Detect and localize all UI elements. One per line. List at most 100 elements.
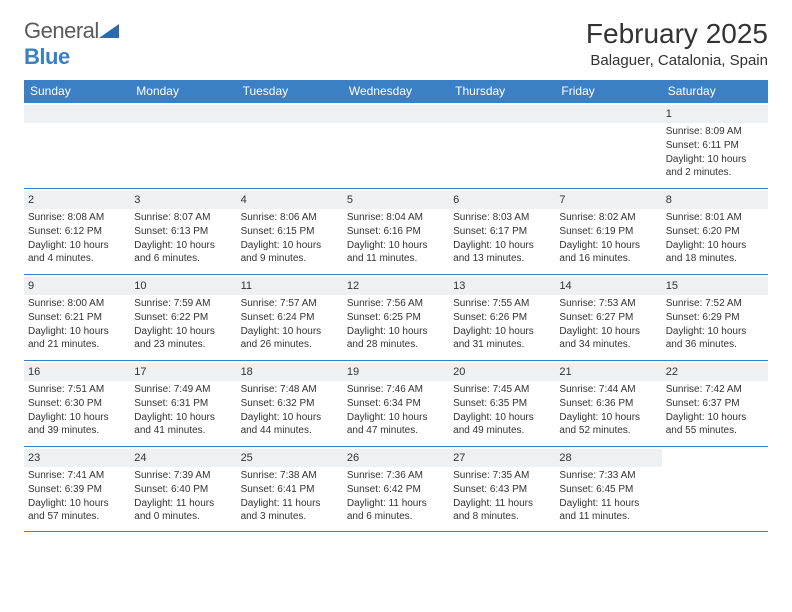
- calendar-cell: 21Sunrise: 7:44 AMSunset: 6:36 PMDayligh…: [555, 360, 661, 446]
- calendar-cell: 12Sunrise: 7:56 AMSunset: 6:25 PMDayligh…: [343, 274, 449, 360]
- sunset-line: Sunset: 6:22 PM: [134, 311, 232, 324]
- logo-word2: Blue: [24, 44, 70, 69]
- sunrise-line: Sunrise: 8:00 AM: [28, 297, 126, 310]
- daylight-line: Daylight: 10 hours and 16 minutes.: [559, 239, 657, 265]
- daylight-line: Daylight: 10 hours and 21 minutes.: [28, 325, 126, 351]
- sunrise-line: Sunrise: 8:01 AM: [666, 211, 764, 224]
- calendar-cell: [343, 102, 449, 188]
- sunrise-line: Sunrise: 8:04 AM: [347, 211, 445, 224]
- sunrise-line: Sunrise: 8:09 AM: [666, 125, 764, 138]
- sunrise-line: Sunrise: 7:59 AM: [134, 297, 232, 310]
- sunrise-line: Sunrise: 7:35 AM: [453, 469, 551, 482]
- calendar-cell: 20Sunrise: 7:45 AMSunset: 6:35 PMDayligh…: [449, 360, 555, 446]
- sunrise-line: Sunrise: 8:03 AM: [453, 211, 551, 224]
- calendar-header-row: SundayMondayTuesdayWednesdayThursdayFrid…: [24, 80, 768, 102]
- calendar-cell: 19Sunrise: 7:46 AMSunset: 6:34 PMDayligh…: [343, 360, 449, 446]
- calendar-cell: 9Sunrise: 8:00 AMSunset: 6:21 PMDaylight…: [24, 274, 130, 360]
- day-number: 21: [555, 363, 661, 381]
- day-number: 4: [237, 191, 343, 209]
- calendar-cell: 25Sunrise: 7:38 AMSunset: 6:41 PMDayligh…: [237, 446, 343, 532]
- calendar-cell: 7Sunrise: 8:02 AMSunset: 6:19 PMDaylight…: [555, 188, 661, 274]
- sunset-line: Sunset: 6:42 PM: [347, 483, 445, 496]
- sunset-line: Sunset: 6:37 PM: [666, 397, 764, 410]
- sunset-line: Sunset: 6:15 PM: [241, 225, 339, 238]
- weekday-header: Friday: [555, 80, 661, 102]
- calendar-body: 1 Sunrise: 8:09 AMSunset: 6:11 PM Daylight…: [24, 102, 768, 532]
- day-number: 27: [449, 449, 555, 467]
- day-number: 20: [449, 363, 555, 381]
- title-block: February 2025 Balaguer, Catalonia, Spain: [586, 18, 768, 69]
- daylight-line: Daylight: 10 hours and 28 minutes.: [347, 325, 445, 351]
- calendar-cell: 23Sunrise: 7:41 AMSunset: 6:39 PMDayligh…: [24, 446, 130, 532]
- day-number: 1: [662, 105, 768, 123]
- day-number-empty: [24, 105, 130, 123]
- sunset-line: Sunset: 6:45 PM: [559, 483, 657, 496]
- daylight-line: Daylight: 11 hours and 6 minutes.: [347, 497, 445, 523]
- day-number: 3: [130, 191, 236, 209]
- sunset-line: Sunset: 6:35 PM: [453, 397, 551, 410]
- sunrise-line: Sunrise: 8:08 AM: [28, 211, 126, 224]
- calendar-cell: [555, 102, 661, 188]
- sunset-line: Sunset: 6:17 PM: [453, 225, 551, 238]
- calendar-cell: 16Sunrise: 7:51 AMSunset: 6:30 PMDayligh…: [24, 360, 130, 446]
- calendar-cell: 2Sunrise: 8:08 AMSunset: 6:12 PMDaylight…: [24, 188, 130, 274]
- sunrise-line: Sunrise: 8:06 AM: [241, 211, 339, 224]
- sunset-line: Sunset: 6:43 PM: [453, 483, 551, 496]
- day-number: 12: [343, 277, 449, 295]
- sunrise-line: Sunrise: 7:33 AM: [559, 469, 657, 482]
- daylight-line: Daylight: 10 hours and 55 minutes.: [666, 411, 764, 437]
- sunrise-line: Sunrise: 7:57 AM: [241, 297, 339, 310]
- sunset-line: Sunset: 6:40 PM: [134, 483, 232, 496]
- sunrise-line: Sunrise: 7:52 AM: [666, 297, 764, 310]
- daylight-line: Daylight: 10 hours and 31 minutes.: [453, 325, 551, 351]
- weekday-header: Saturday: [662, 80, 768, 102]
- sunset-line: Sunset: 6:13 PM: [134, 225, 232, 238]
- daylight-line: Daylight: 10 hours and 41 minutes.: [134, 411, 232, 437]
- day-number: 8: [662, 191, 768, 209]
- weekday-header: Monday: [130, 80, 236, 102]
- sunrise-line: Sunrise: 7:36 AM: [347, 469, 445, 482]
- calendar-cell: [662, 446, 768, 532]
- calendar-cell: 8 Sunrise: 8:01 AMSunset: 6:20 PMDaylight…: [662, 188, 768, 274]
- day-number-empty: [343, 105, 449, 123]
- sunrise-line: Sunrise: 7:48 AM: [241, 383, 339, 396]
- calendar-cell: 4Sunrise: 8:06 AMSunset: 6:15 PMDaylight…: [237, 188, 343, 274]
- location: Balaguer, Catalonia, Spain: [586, 52, 768, 69]
- logo-text: General Blue: [24, 18, 119, 70]
- sunset-line: Sunset: 6:32 PM: [241, 397, 339, 410]
- month-title: February 2025: [586, 18, 768, 50]
- calendar-cell: [449, 102, 555, 188]
- daylight-line: Daylight: 10 hours and 47 minutes.: [347, 411, 445, 437]
- calendar-cell: 5Sunrise: 8:04 AMSunset: 6:16 PMDaylight…: [343, 188, 449, 274]
- calendar-cell: 14Sunrise: 7:53 AMSunset: 6:27 PMDayligh…: [555, 274, 661, 360]
- logo-triangle-icon: [99, 18, 119, 44]
- weekday-header: Tuesday: [237, 80, 343, 102]
- day-number: 6: [449, 191, 555, 209]
- calendar-cell: 15Sunrise: 7:52 AMSunset: 6:29 PMDayligh…: [662, 274, 768, 360]
- daylight-line: Daylight: 10 hours and 49 minutes.: [453, 411, 551, 437]
- sunset-line: Sunset: 6:11 PM: [666, 139, 764, 152]
- day-number: 25: [237, 449, 343, 467]
- sunset-line: Sunset: 6:16 PM: [347, 225, 445, 238]
- sunrise-line: Sunrise: 7:46 AM: [347, 383, 445, 396]
- sunset-line: Sunset: 6:25 PM: [347, 311, 445, 324]
- daylight-line: Daylight: 10 hours and 13 minutes.: [453, 239, 551, 265]
- daylight-line: Daylight: 10 hours and 6 minutes.: [134, 239, 232, 265]
- daylight-line: Daylight: 11 hours and 0 minutes.: [134, 497, 232, 523]
- sunrise-line: Sunrise: 7:44 AM: [559, 383, 657, 396]
- sunset-line: Sunset: 6:20 PM: [666, 225, 764, 238]
- calendar-cell: 13Sunrise: 7:55 AMSunset: 6:26 PMDayligh…: [449, 274, 555, 360]
- day-number: 9: [24, 277, 130, 295]
- day-number: 10: [130, 277, 236, 295]
- day-number: 2: [24, 191, 130, 209]
- calendar-cell: 6 Sunrise: 8:03 AMSunset: 6:17 PMDaylight…: [449, 188, 555, 274]
- day-number: 28: [555, 449, 661, 467]
- day-number: 19: [343, 363, 449, 381]
- weekday-header: Thursday: [449, 80, 555, 102]
- daylight-line: Daylight: 10 hours and 18 minutes.: [666, 239, 764, 265]
- sunset-line: Sunset: 6:41 PM: [241, 483, 339, 496]
- sunset-line: Sunset: 6:31 PM: [134, 397, 232, 410]
- day-number: 24: [130, 449, 236, 467]
- weekday-header: Wednesday: [343, 80, 449, 102]
- daylight-line: Daylight: 10 hours and 23 minutes.: [134, 325, 232, 351]
